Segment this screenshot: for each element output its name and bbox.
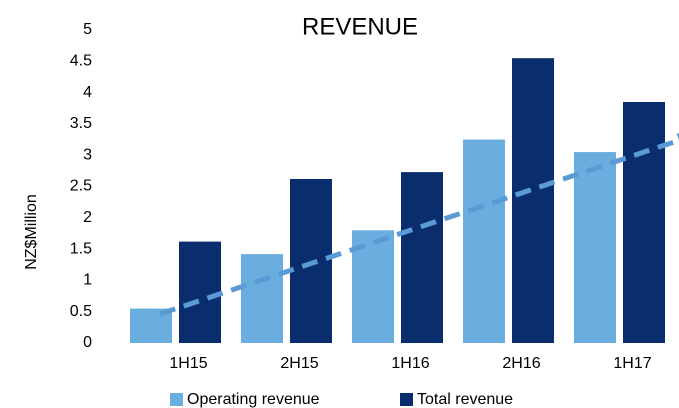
legend-swatch [170,393,183,406]
y-tick-label: 2.5 [70,178,92,195]
bar [401,172,443,343]
legend-label: Total revenue [417,391,513,408]
x-tick-label: 2H15 [280,355,318,372]
x-tick-label: 1H16 [391,355,429,372]
bar [623,101,665,344]
bar [463,139,505,343]
y-tick-label: 3 [83,146,92,163]
y-tick-label: 2 [83,209,92,226]
y-tick-label: 4 [83,84,92,101]
chart-title: REVENUE [302,13,418,40]
bar [574,152,616,343]
y-tick-label: 1 [83,272,92,289]
x-tick-label: 1H15 [169,355,207,372]
y-axis-label: NZ$Million [23,194,40,270]
y-tick-label: 0.5 [70,303,92,320]
y-tick-label: 0 [83,334,92,351]
y-tick-label: 4.5 [70,53,92,70]
legend-swatch [400,393,413,406]
y-tick-label: 1.5 [70,240,92,257]
bar [241,254,283,343]
legend-label: Operating revenue [187,391,320,408]
bar [512,58,554,344]
y-tick-label: 3.5 [70,115,92,132]
y-tick-label: 5 [83,21,92,38]
bar [179,241,221,343]
x-tick-label: 1H17 [613,355,651,372]
trend-arrow [159,133,679,317]
x-tick-label: 2H16 [502,355,540,372]
